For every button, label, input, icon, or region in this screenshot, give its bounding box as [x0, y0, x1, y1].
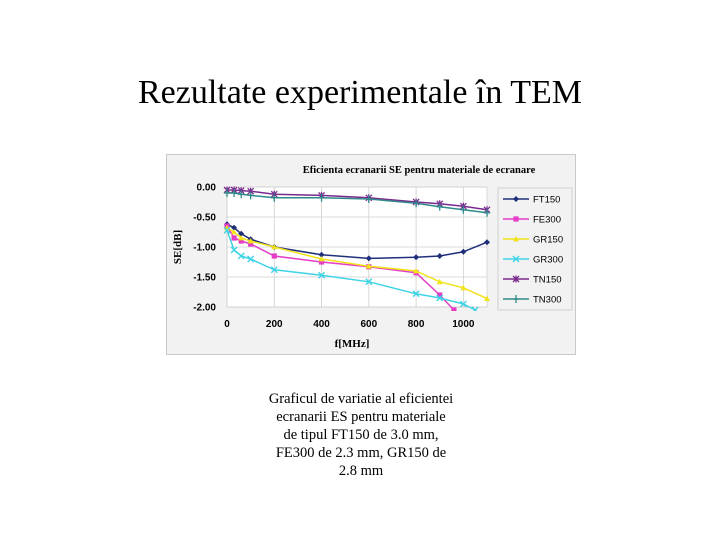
- caption-line: ecranarii ES pentru materiale: [276, 409, 446, 425]
- axes: 0.00 -0.50 -1.00 -1.50 -2.00 0 200 400 600 800 100…: [193, 183, 475, 331]
- data-point: [484, 239, 490, 246]
- data-point: [238, 190, 245, 199]
- data-point: [318, 271, 326, 279]
- data-point: [436, 294, 444, 302]
- legend-marker: [512, 275, 520, 283]
- chart-frame: 0.00 -0.50 -1.00 -1.50 -2.00 0 200 400 600 800 100…: [166, 154, 576, 355]
- data-point: [231, 224, 238, 231]
- data-point: [413, 199, 420, 208]
- x-tick-label: 1000: [452, 319, 475, 330]
- caption-line: Graficul de variatie al eficientei: [268, 391, 454, 407]
- legend-marker: [513, 236, 519, 242]
- data-point: [247, 238, 254, 244]
- data-point: [248, 241, 254, 247]
- y-tick-label: -1.50: [193, 273, 216, 284]
- caption-line: FE300 de 2.3 mm, GR150 de: [275, 445, 447, 461]
- data-point: [365, 255, 372, 262]
- data-point: [238, 235, 245, 241]
- data-point: [436, 253, 443, 259]
- data-point: [271, 193, 278, 202]
- legend-label: TN150: [533, 275, 562, 286]
- x-tick-label: 800: [408, 319, 425, 330]
- chart-title: Eficienta ecranarii SE pentru materiale …: [303, 165, 536, 176]
- data-point: [318, 256, 325, 262]
- data-point: [271, 244, 278, 250]
- x-tick-label: 0: [224, 319, 230, 330]
- legend-label: FT150: [533, 195, 560, 206]
- data-point: [460, 248, 467, 255]
- data-point: [484, 295, 490, 301]
- data-point: [451, 307, 457, 311]
- data-point: [247, 255, 255, 263]
- y-tick-label: -2.00: [193, 303, 216, 314]
- x-tick-label: 200: [266, 319, 283, 330]
- data-point: [459, 300, 467, 308]
- data-point: [238, 230, 245, 237]
- data-point: [238, 238, 244, 244]
- data-point: [237, 252, 245, 260]
- y-tick-label: 0.00: [197, 183, 217, 194]
- data-point: [436, 202, 443, 211]
- legend-marker: [512, 255, 520, 263]
- caption-line: 2.8 mm: [338, 463, 384, 479]
- data-point: [413, 254, 420, 261]
- x-tick-label: 600: [360, 319, 377, 330]
- figure-caption: Graficul de variatie al eficientei ecran…: [236, 390, 486, 480]
- legend-label: FE300: [533, 215, 561, 226]
- se-line-chart: 0.00 -0.50 -1.00 -1.50 -2.00 0 200 400 600 800 100…: [172, 165, 573, 350]
- y-axis-label: SE[dB]: [172, 230, 184, 264]
- legend-item-gr150: GR150: [503, 235, 563, 246]
- data-point: [224, 189, 230, 197]
- caption-line: de tipul FT150 de 3.0 mm,: [283, 427, 439, 443]
- y-tick-label: -0.50: [193, 213, 216, 224]
- data-point: [270, 266, 278, 274]
- series-gr300: [223, 226, 479, 311]
- data-point: [436, 278, 443, 285]
- data-point: [223, 226, 231, 234]
- series-tn300: [224, 189, 490, 217]
- data-point: [365, 263, 372, 269]
- series-line: [226, 225, 455, 311]
- data-point: [247, 191, 254, 200]
- x-axis-label: f[MHz]: [335, 338, 370, 350]
- data-point: [318, 251, 325, 258]
- legend-item-ft150: FT150: [503, 195, 560, 206]
- data-point: [412, 290, 420, 298]
- data-point: [437, 292, 443, 298]
- data-point: [484, 208, 490, 217]
- data-point: [231, 229, 238, 235]
- data-point: [271, 253, 277, 259]
- data-point: [230, 246, 238, 254]
- legend-box: [497, 187, 573, 311]
- series-layer: [223, 186, 491, 311]
- data-point: [365, 195, 372, 203]
- data-point: [460, 205, 467, 214]
- legend-marker: [513, 216, 519, 222]
- legend-marker: [513, 196, 519, 202]
- y-tick-label: -1.00: [193, 243, 216, 254]
- data-point: [318, 259, 325, 265]
- legend-item-gr300: GR300: [503, 255, 563, 266]
- data-point: [231, 189, 238, 197]
- data-point: [365, 278, 373, 286]
- data-point: [460, 284, 467, 291]
- legend-marker: [513, 295, 519, 303]
- legend-item-tn150: TN150: [503, 275, 562, 286]
- legend-label: GR150: [533, 235, 563, 246]
- slide-title: Rezultate experimentale în TEM: [137, 74, 583, 111]
- legend: FT150 FE300 GR150 GR300 TN150 TN300: [497, 187, 573, 311]
- data-point: [318, 193, 325, 202]
- legend-item-fe300: FE300: [503, 215, 561, 226]
- legend-label: TN300: [533, 295, 562, 306]
- data-point: [231, 235, 237, 241]
- data-point: [471, 306, 479, 311]
- legend-item-tn300: TN300: [503, 295, 562, 306]
- legend-label: GR300: [533, 255, 563, 266]
- x-tick-label: 400: [313, 319, 330, 330]
- data-point: [413, 268, 420, 274]
